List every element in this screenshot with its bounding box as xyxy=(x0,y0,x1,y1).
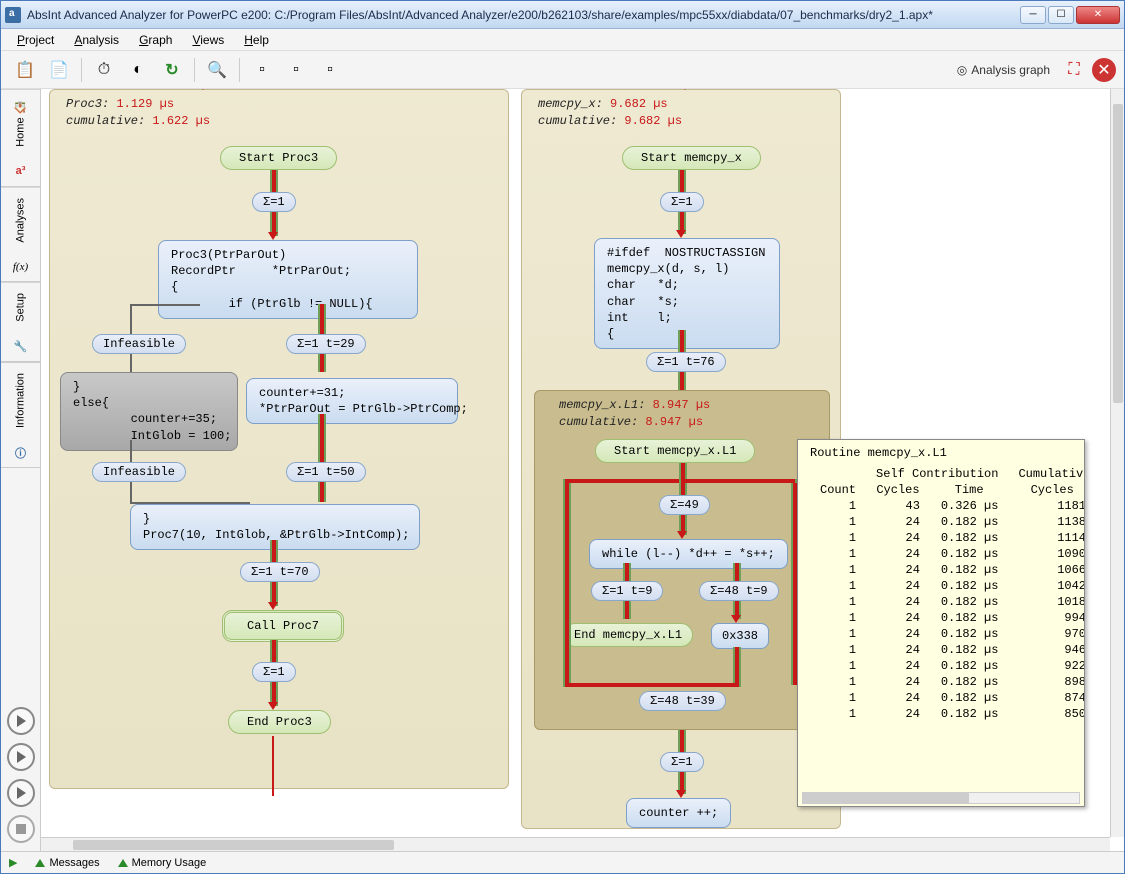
node-sigma-t29[interactable]: Σ=1 t=29 xyxy=(286,334,366,354)
sidebar-tab-home[interactable]: Home 🏠 xyxy=(1,89,40,157)
run-button[interactable] xyxy=(7,743,35,771)
panel-memcpy[interactable]: memcpy_x: 9.682 µs cumulative: 9.682 µs … xyxy=(521,89,841,829)
node-sigma-48-t39[interactable]: Σ=48 t=39 xyxy=(639,691,726,711)
vertical-scrollbar[interactable] xyxy=(1110,89,1124,837)
tooltip-table: Self ContributionCumulative Contr CountC… xyxy=(810,466,1085,722)
node-counter31[interactable]: counter+=31; *PtrParOut = PtrGlb->PtrCom… xyxy=(246,378,458,424)
node-while[interactable]: while (l--) *d++ = *s++; xyxy=(589,539,788,569)
tooltip-row: 1240.182 µs10187. xyxy=(810,594,1085,610)
tb-page3-icon[interactable]: ▫ xyxy=(314,55,346,85)
sidebar-wrench-icon[interactable]: 🔧 xyxy=(1,332,40,362)
tooltip-row: 1430.326 µs11818. xyxy=(810,498,1085,514)
node-start-proc3[interactable]: Start Proc3 xyxy=(220,146,337,170)
tooltip-routine: Routine memcpy_x.L1 Self ContributionCum… xyxy=(797,439,1085,807)
tooltip-title: Routine memcpy_x.L1 xyxy=(810,446,1072,460)
status-messages[interactable]: Messages xyxy=(35,857,99,869)
tb-zoom-icon[interactable]: 🔍 xyxy=(201,55,233,85)
sidebar-info-icon[interactable]: ⓘ xyxy=(1,438,40,468)
node-sigma-m1[interactable]: Σ=1 xyxy=(660,192,704,212)
node-proc3-sig[interactable]: Proc3(PtrParOut) RecordPtr *PtrParOut; {… xyxy=(158,240,418,319)
node-counter-inc[interactable]: counter ++; xyxy=(626,798,731,828)
window-title: AbsInt Advanced Analyzer for PowerPC e20… xyxy=(27,8,1020,22)
node-start-l1[interactable]: Start memcpy_x.L1 xyxy=(595,439,755,463)
app-window: AbsInt Advanced Analyzer for PowerPC e20… xyxy=(0,0,1125,874)
tooltip-row: 1240.182 µs8986. xyxy=(810,674,1085,690)
sidebar-tab-information[interactable]: Information xyxy=(1,362,40,438)
status-memory[interactable]: Memory Usage xyxy=(118,857,207,869)
tooltip-row: 1240.182 µs10427. xyxy=(810,578,1085,594)
node-sigma-bot[interactable]: Σ=1 xyxy=(252,662,296,682)
sidebar-icon-a[interactable]: a³ xyxy=(1,157,40,187)
menubar: Project Analysis Graph Views Help xyxy=(1,29,1124,51)
menu-analysis[interactable]: Analysis xyxy=(66,31,127,49)
tb-piechart-icon[interactable]: ◐ xyxy=(122,55,154,85)
run-fast-button[interactable] xyxy=(7,707,35,735)
node-infeasible-1[interactable]: Infeasible xyxy=(92,334,186,354)
graph-canvas-area: Proc3: 1.129 µs cumulative: 1.622 µs Sta… xyxy=(41,89,1124,851)
app-icon xyxy=(5,7,21,23)
tb-page2-icon[interactable]: ▫ xyxy=(280,55,312,85)
tooltip-row: 1240.182 µs11148. xyxy=(810,530,1085,546)
node-start-memcpy[interactable]: Start memcpy_x xyxy=(622,146,761,170)
node-sigma-1-t9[interactable]: Σ=1 t=9 xyxy=(591,581,663,601)
tooltip-row: 1240.182 µs10908. xyxy=(810,546,1085,562)
node-else-block[interactable]: } else{ counter+=35; IntGlob = 100; xyxy=(60,372,238,451)
tooltip-row: 1240.182 µs10668. xyxy=(810,562,1085,578)
tooltip-row: 1240.182 µs9707. xyxy=(810,626,1085,642)
sidebar-tab-setup[interactable]: Setup xyxy=(1,282,40,332)
tooltip-row: 1240.182 µs8746. xyxy=(810,690,1085,706)
panel-memcpy-header: memcpy_x: 9.682 µs cumulative: 9.682 µs xyxy=(522,90,840,136)
panel-proc3-header: Proc3: 1.129 µs cumulative: 1.622 µs xyxy=(50,90,508,136)
tooltip-row: 1240.182 µs11388. xyxy=(810,514,1085,530)
inner-panel-l1[interactable]: memcpy_x.L1: 8.947 µs cumulative: 8.947 … xyxy=(534,390,830,730)
inner-panel-header: memcpy_x.L1: 8.947 µs cumulative: 8.947 … xyxy=(535,391,829,437)
step-button[interactable] xyxy=(7,779,35,807)
tb-close-view-icon[interactable]: ✕ xyxy=(1092,58,1116,82)
stop-button[interactable] xyxy=(7,815,35,843)
node-call-proc7[interactable]: Call Proc7 xyxy=(222,610,344,642)
tb-notes-icon[interactable]: 📋 xyxy=(9,55,41,85)
menu-views[interactable]: Views xyxy=(184,31,232,49)
node-sigma-t70[interactable]: Σ=1 t=70 xyxy=(240,562,320,582)
status-play-icon[interactable]: ▶ xyxy=(9,856,17,869)
sidebar-tab-analyses[interactable]: Analyses xyxy=(1,187,40,253)
close-button[interactable]: ✕ xyxy=(1076,6,1120,24)
tooltip-row: 1240.182 µs9467. xyxy=(810,642,1085,658)
horizontal-scrollbar[interactable] xyxy=(41,837,1110,851)
tb-refresh-icon[interactable]: ↻ xyxy=(156,55,188,85)
tooltip-row: 1240.182 µs9226. xyxy=(810,658,1085,674)
menu-graph[interactable]: Graph xyxy=(131,31,180,49)
node-infeasible-2[interactable]: Infeasible xyxy=(92,462,186,482)
minimize-button[interactable]: ─ xyxy=(1020,6,1046,24)
node-sigma-mbot[interactable]: Σ=1 xyxy=(660,752,704,772)
graph-canvas[interactable]: Proc3: 1.129 µs cumulative: 1.622 µs Sta… xyxy=(41,89,1124,831)
node-end-l1[interactable]: End memcpy_x.L1 xyxy=(563,623,693,647)
node-end-proc3[interactable]: End Proc3 xyxy=(228,710,331,734)
titlebar[interactable]: AbsInt Advanced Analyzer for PowerPC e20… xyxy=(1,1,1124,29)
main-area: Home 🏠 a³ Analyses f(x) Setup 🔧 Informat… xyxy=(1,89,1124,851)
menu-help[interactable]: Help xyxy=(236,31,277,49)
tb-fullscreen-icon[interactable]: ⛶ xyxy=(1058,55,1090,85)
tb-gauge-icon[interactable]: ⏱ xyxy=(88,55,120,85)
tooltip-row: 1240.182 µs9947. xyxy=(810,610,1085,626)
tb-list-icon[interactable]: 📄 xyxy=(43,55,75,85)
maximize-button[interactable]: ☐ xyxy=(1048,6,1074,24)
panel-proc3[interactable]: Proc3: 1.129 µs cumulative: 1.622 µs Sta… xyxy=(49,89,509,789)
sidebar-fx-icon[interactable]: f(x) xyxy=(1,252,40,282)
tb-page1-icon[interactable]: ▫ xyxy=(246,55,278,85)
node-sigma-49[interactable]: Σ=49 xyxy=(659,495,710,515)
node-sigma-t50[interactable]: Σ=1 t=50 xyxy=(286,462,366,482)
menu-project[interactable]: Project xyxy=(9,31,62,49)
node-memcpy-sig[interactable]: #ifdef NOSTRUCTASSIGN memcpy_x(d, s, l) … xyxy=(594,238,780,349)
node-sigma-t76[interactable]: Σ=1 t=76 xyxy=(646,352,726,372)
analysis-graph-label[interactable]: ◎Analysis graph xyxy=(957,63,1050,77)
node-sigma-1[interactable]: Σ=1 xyxy=(252,192,296,212)
node-sigma-48-t9[interactable]: Σ=48 t=9 xyxy=(699,581,779,601)
node-addr[interactable]: 0x338 xyxy=(711,623,769,649)
toolbar: 📋 📄 ⏱ ◐ ↻ 🔍 ▫ ▫ ▫ ◎Analysis graph ⛶ ✕ xyxy=(1,51,1124,89)
statusbar: ▶ Messages Memory Usage xyxy=(1,851,1124,873)
sidebar: Home 🏠 a³ Analyses f(x) Setup 🔧 Informat… xyxy=(1,89,41,851)
tooltip-row: 1240.182 µs8506 xyxy=(810,706,1085,722)
